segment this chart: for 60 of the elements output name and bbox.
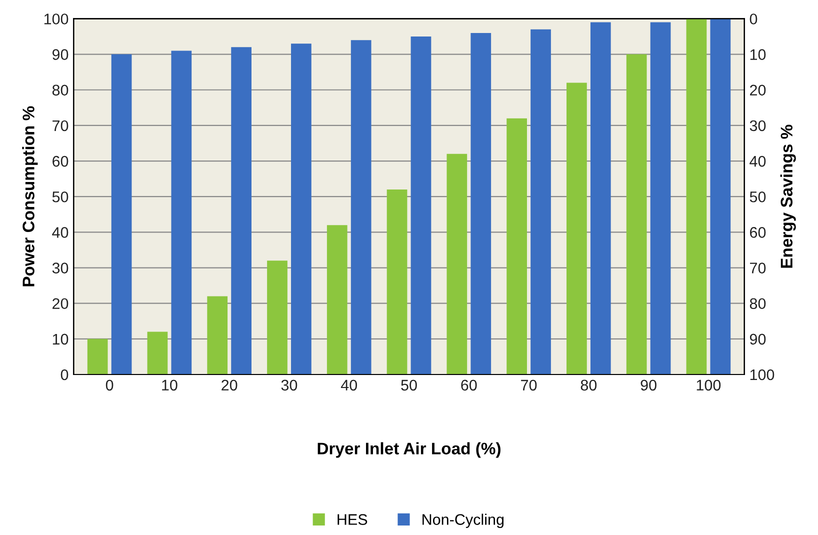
y2-tick-label: 20 — [750, 84, 766, 96]
y-tick-label: 30 — [52, 262, 68, 274]
x-tick-label: 100 — [696, 380, 721, 391]
y-axis-title: Power Consumption % — [22, 106, 38, 286]
y2-tick-label: 10 — [750, 49, 766, 60]
x-tick-label: 40 — [340, 380, 358, 391]
bar — [530, 29, 551, 374]
bar — [87, 338, 108, 374]
legend-label: HES — [338, 514, 368, 525]
bar — [350, 40, 372, 374]
y2-tick-label: 90 — [750, 334, 766, 345]
bar — [566, 82, 587, 374]
x-tick-label: 0 — [106, 380, 114, 391]
bar — [386, 189, 408, 374]
bar — [207, 296, 228, 374]
bar — [291, 44, 312, 374]
x-axis-title: Dryer Inlet Air Load (%) — [318, 442, 500, 458]
y-tick-label: 10 — [52, 334, 68, 345]
y-tick-label: 50 — [52, 191, 68, 202]
y-tick-label: 0 — [60, 369, 68, 380]
bar — [710, 18, 731, 374]
x-tick-label: 50 — [401, 380, 417, 391]
x-tick-label: 10 — [162, 380, 178, 391]
bar — [590, 22, 611, 374]
bar — [410, 36, 432, 374]
y2-tick-label: 100 — [750, 369, 774, 380]
x-tick-label: 90 — [640, 380, 656, 391]
y-tick-label: 70 — [52, 120, 68, 132]
y2-axis-title: Energy Savings % — [780, 124, 796, 268]
y2-tick-label: 40 — [750, 156, 766, 167]
bar — [147, 332, 168, 374]
y2-tick-label: 0 — [750, 14, 758, 24]
bar — [111, 54, 132, 374]
y-tick-label: 20 — [52, 298, 68, 310]
y-tick-label: 100 — [44, 14, 68, 24]
x-tick-label: 80 — [580, 380, 597, 391]
x-tick-label: 60 — [461, 380, 477, 391]
y-tick-label: 40 — [52, 227, 68, 238]
bar — [506, 118, 527, 374]
bar — [231, 47, 252, 374]
bar — [626, 54, 647, 374]
bar — [267, 260, 288, 374]
y-tick-label: 80 — [52, 84, 68, 96]
y-tick-label: 60 — [52, 156, 68, 167]
x-tick-label: 20 — [222, 380, 238, 391]
x-tick-label: 30 — [281, 380, 298, 391]
bar — [650, 22, 671, 374]
y2-tick-label: 70 — [750, 262, 766, 274]
y2-tick-label: 60 — [750, 227, 766, 238]
y-tick-label: 90 — [52, 49, 68, 60]
bar — [171, 50, 192, 374]
x-tick-label: 70 — [521, 380, 537, 391]
bar — [470, 32, 492, 374]
bar — [446, 154, 468, 374]
y2-tick-label: 50 — [750, 191, 766, 202]
legend-label: Non-Cycling — [422, 514, 504, 528]
y2-tick-label: 80 — [750, 298, 766, 310]
y2-tick-label: 30 — [750, 120, 766, 132]
bar — [686, 18, 707, 374]
bar — [326, 225, 348, 374]
